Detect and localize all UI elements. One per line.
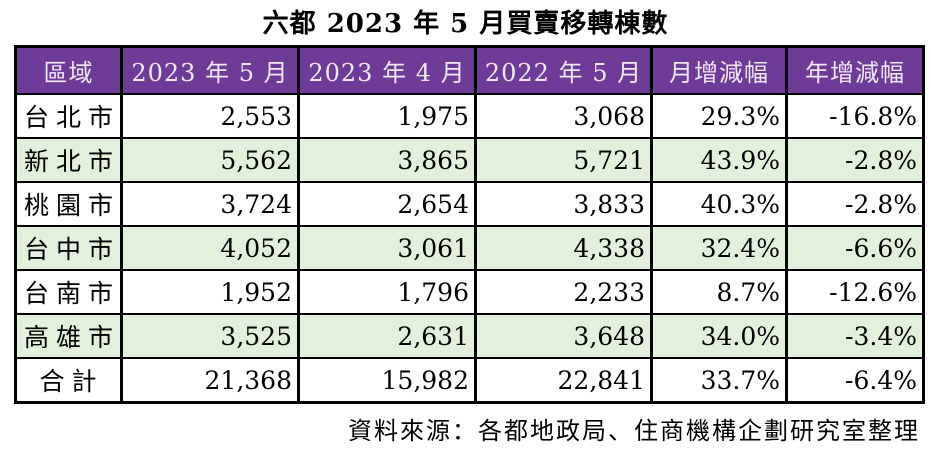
- mom-cell: 29.3%: [650, 93, 788, 139]
- header-row: 區域 2023 年 5 月 2023 年 4 月 2022 年 5 月 月增減幅…: [14, 45, 925, 95]
- header-col-mom: 月增減幅: [650, 45, 788, 95]
- value-cell: 3,865: [297, 137, 477, 183]
- value-cell: 5,562: [120, 137, 300, 183]
- header-col-region: 區域: [14, 45, 123, 95]
- region-cell: 台北市: [14, 93, 123, 139]
- value-cell: 4,338: [474, 225, 653, 271]
- mom-cell: 43.9%: [650, 137, 788, 183]
- value-cell: 22,841: [474, 357, 653, 404]
- table-row-tainan: 台南市 1,952 1,796 2,233 8.7% -12.6%: [14, 269, 925, 315]
- mom-cell: 34.0%: [650, 313, 788, 359]
- region-cell: 台中市: [14, 225, 123, 271]
- region-cell: 台南市: [14, 269, 123, 315]
- table-header: 區域 2023 年 5 月 2023 年 4 月 2022 年 5 月 月增減幅…: [14, 45, 925, 95]
- yoy-cell: -3.4%: [785, 313, 925, 359]
- chart-title: 六都 2023 年 5 月買賣移轉棟數: [262, 9, 669, 39]
- value-cell: 3,068: [474, 93, 653, 139]
- value-cell: 2,553: [120, 93, 300, 139]
- mom-cell: 32.4%: [650, 225, 788, 271]
- value-cell: 2,654: [297, 181, 477, 227]
- table-row-taoyuan: 桃園市 3,724 2,654 3,833 40.3% -2.8%: [14, 181, 925, 227]
- table-row-total: 合計 21,368 15,982 22,841 33.7% -6.4%: [14, 357, 925, 404]
- region-cell: 高雄市: [14, 313, 123, 359]
- region-cell: 合計: [14, 357, 123, 404]
- value-cell: 15,982: [297, 357, 477, 404]
- value-cell: 3,724: [120, 181, 300, 227]
- header-col-2022-05: 2022 年 5 月: [474, 45, 653, 95]
- yoy-cell: -6.4%: [785, 357, 925, 404]
- transfers-table: 區域 2023 年 5 月 2023 年 4 月 2022 年 5 月 月增減幅…: [14, 45, 925, 404]
- table-row-taipei: 台北市 2,553 1,975 3,068 29.3% -16.8%: [14, 93, 925, 139]
- value-cell: 1,796: [297, 269, 477, 315]
- value-cell: 3,648: [474, 313, 653, 359]
- yoy-cell: -2.8%: [785, 137, 925, 183]
- table-row-kaohsiung: 高雄市 3,525 2,631 3,648 34.0% -3.4%: [14, 313, 925, 359]
- value-cell: 3,061: [297, 225, 477, 271]
- value-cell: 2,631: [297, 313, 477, 359]
- header-col-2023-05: 2023 年 5 月: [120, 45, 300, 95]
- region-cell: 桃園市: [14, 181, 123, 227]
- mom-cell: 8.7%: [650, 269, 788, 315]
- yoy-cell: -6.6%: [785, 225, 925, 271]
- yoy-cell: -12.6%: [785, 269, 925, 315]
- mom-cell: 33.7%: [650, 357, 788, 404]
- value-cell: 1,952: [120, 269, 300, 315]
- value-cell: 3,525: [120, 313, 300, 359]
- table-row-newtaipei: 新北市 5,562 3,865 5,721 43.9% -2.8%: [14, 137, 925, 183]
- region-cell: 新北市: [14, 137, 123, 183]
- yoy-cell: -16.8%: [785, 93, 925, 139]
- source-note: 資料來源：各都地政局、住商機構企劃研究室整理: [348, 417, 920, 445]
- header-col-yoy: 年增減幅: [785, 45, 925, 95]
- value-cell: 2,233: [474, 269, 653, 315]
- yoy-cell: -2.8%: [785, 181, 925, 227]
- value-cell: 5,721: [474, 137, 653, 183]
- header-col-2023-04: 2023 年 4 月: [297, 45, 477, 95]
- value-cell: 3,833: [474, 181, 653, 227]
- table-body: 台北市 2,553 1,975 3,068 29.3% -16.8% 新北市 5…: [14, 93, 925, 404]
- value-cell: 1,975: [297, 93, 477, 139]
- mom-cell: 40.3%: [650, 181, 788, 227]
- value-cell: 4,052: [120, 225, 300, 271]
- table-row-taichung: 台中市 4,052 3,061 4,338 32.4% -6.6%: [14, 225, 925, 271]
- value-cell: 21,368: [120, 357, 300, 404]
